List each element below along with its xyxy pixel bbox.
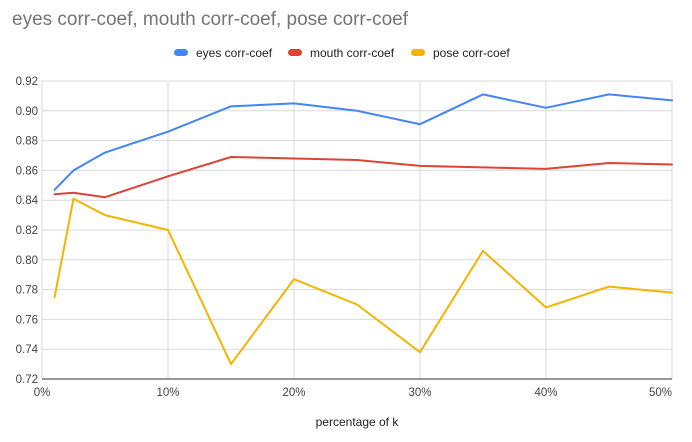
legend-label: pose corr-coef	[433, 46, 510, 60]
series-line-pose	[53, 197, 673, 366]
y-tick-label: 0.80	[16, 255, 38, 267]
x-tick-label: 40%	[534, 387, 557, 399]
x-tick-label: 10%	[156, 387, 179, 399]
y-tick-label: 0.86	[16, 165, 38, 177]
y-tick-label: 0.90	[16, 106, 38, 118]
gridlines	[41, 80, 673, 379]
y-tick-label: 0.72	[16, 374, 38, 386]
x-tick-label: 0%	[34, 387, 51, 399]
chart-title: eyes corr-coef, mouth corr-coef, pose co…	[12, 9, 408, 30]
y-tick-label: 0.82	[16, 225, 38, 237]
x-tick-label: 50%	[649, 387, 672, 399]
y-tick-label: 0.74	[16, 344, 39, 356]
legend-label: eyes corr-coef	[196, 46, 273, 60]
series-lines	[53, 93, 673, 366]
x-tick-label: 20%	[282, 387, 305, 399]
legend-label: mouth corr-coef	[310, 46, 395, 60]
x-axis-title: percentage of k	[316, 415, 400, 429]
y-tick-label: 0.84	[16, 195, 39, 207]
series-line-mouth	[53, 155, 673, 199]
legend: eyes corr-coef mouth corr-coef pose corr-c…	[174, 46, 510, 60]
x-tick-label: 30%	[408, 387, 431, 399]
legend-swatch	[174, 49, 188, 56]
y-tick-label: 0.76	[16, 314, 38, 326]
legend-swatch	[411, 49, 425, 56]
legend-swatch	[288, 49, 302, 56]
axes: 0.72 0.74 0.76 0.78 0.80 0.82 0.84 0.86 0.88 0.90…	[16, 76, 672, 399]
series-line-eyes	[53, 93, 673, 191]
y-tick-label: 0.92	[16, 76, 38, 88]
y-tick-label: 0.78	[16, 285, 38, 297]
y-tick-label: 0.88	[16, 136, 38, 148]
